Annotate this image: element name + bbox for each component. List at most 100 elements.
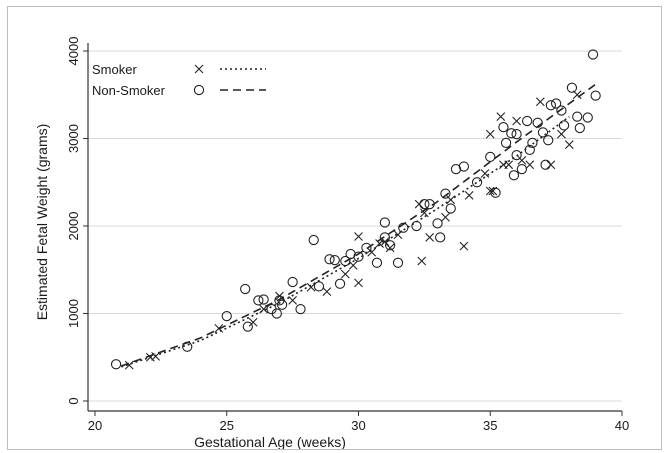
axes: 0 1000 2000 3000 4000 20 25 30 35 40 [66,37,629,433]
point-non-smoker [340,255,351,267]
point-non-smoker [540,159,551,170]
point-non-smoker [572,111,583,122]
point-non-smoker [566,82,578,93]
point-smoker [340,269,350,279]
point-non-smoker [550,98,562,109]
point-non-smoker [353,251,364,262]
point-non-smoker [458,161,470,172]
point-non-smoker [537,127,549,138]
fit-line-smoker [121,115,570,368]
point-non-smoker [324,254,335,265]
point-non-smoker [508,170,520,181]
legend: Smoker Non-Smoker [92,62,266,98]
point-non-smoker [524,144,535,156]
point-non-smoker [511,128,522,140]
point-non-smoker [110,359,122,370]
point-non-smoker [498,121,509,133]
point-smoker [151,351,160,361]
point-smoker [564,140,574,150]
point-non-smoker [392,257,404,268]
point-smoker [248,317,258,327]
point-non-smoker [432,218,443,229]
point-non-smoker [329,254,340,266]
point-non-smoker [558,120,570,131]
point-smoker [425,232,435,242]
point-smoker [525,160,535,170]
point-smoker [367,247,377,257]
point-non-smoker [379,232,390,243]
point-smoker [459,241,469,251]
point-non-smoker [295,303,306,315]
point-non-smoker [242,321,253,332]
point-smoker [306,282,316,292]
point-non-smoker [221,310,232,322]
point-non-smoker [527,137,538,149]
point-non-smoker [276,299,288,310]
point-non-smoker [345,248,356,260]
y-tick-label: 0 [66,397,81,404]
x-tick-label: 20 [88,418,102,433]
point-smoker [441,212,450,222]
point-smoker [354,278,363,288]
point-smoker [214,323,224,333]
point-non-smoker [506,128,517,139]
point-non-smoker [440,188,451,199]
point-non-smoker [582,112,593,123]
point-non-smoker [379,217,390,228]
point-non-smoker [371,257,383,268]
point-non-smoker [182,341,193,352]
point-smoker [496,112,506,122]
point-non-smoker [308,234,319,246]
legend-marker-non-smoker [193,84,205,96]
legend-marker-smoker [194,64,204,74]
point-non-smoker [411,220,422,232]
point-non-smoker [574,122,585,134]
point-smoker [385,243,395,253]
point-smoker [322,287,332,297]
point-smoker [288,295,298,305]
point-smoker [348,260,358,270]
point-smoker [480,169,490,178]
point-non-smoker [587,49,599,60]
point-non-smoker [490,187,501,198]
x-tick-label: 30 [351,418,365,433]
x-tick-label: 25 [220,418,234,433]
legend-label-smoker: Smoker [92,62,137,77]
point-non-smoker [253,295,264,306]
point-non-smoker [500,137,512,149]
point-non-smoker [313,281,325,292]
point-smoker [417,256,427,266]
point-smoker [512,116,521,126]
point-smoker [464,190,474,200]
scatter-chart: 0 1000 2000 3000 4000 20 25 30 35 40 Smoker Non-Sm… [34,37,629,449]
data-points [110,49,601,370]
point-non-smoker [271,308,282,319]
point-non-smoker [334,278,346,289]
point-non-smoker [485,151,496,163]
point-smoker [546,160,556,170]
point-non-smoker [384,240,396,251]
point-non-smoker [361,242,372,254]
x-tick-label: 40 [615,418,629,433]
point-smoker [414,199,424,209]
point-non-smoker [471,177,483,188]
point-smoker [145,352,155,362]
point-non-smoker [287,276,298,288]
point-smoker [557,129,566,139]
point-non-smoker [543,135,554,146]
point-non-smoker [511,149,522,161]
point-smoker [259,304,269,314]
chart-frame: 0 1000 2000 3000 4000 20 25 30 35 40 Smoker Non-Sm… [7,6,662,450]
point-smoker [419,208,429,218]
y-tick-label: 2000 [66,212,81,241]
point-non-smoker [240,283,251,295]
point-non-smoker [450,163,462,175]
point-smoker [517,155,527,165]
point-non-smoker [516,163,528,175]
point-smoker [535,97,545,107]
point-non-smoker [424,198,435,210]
point-non-smoker [258,294,269,305]
point-smoker [354,232,363,241]
point-non-smoker [419,198,430,210]
y-tick-label: 3000 [66,124,81,153]
